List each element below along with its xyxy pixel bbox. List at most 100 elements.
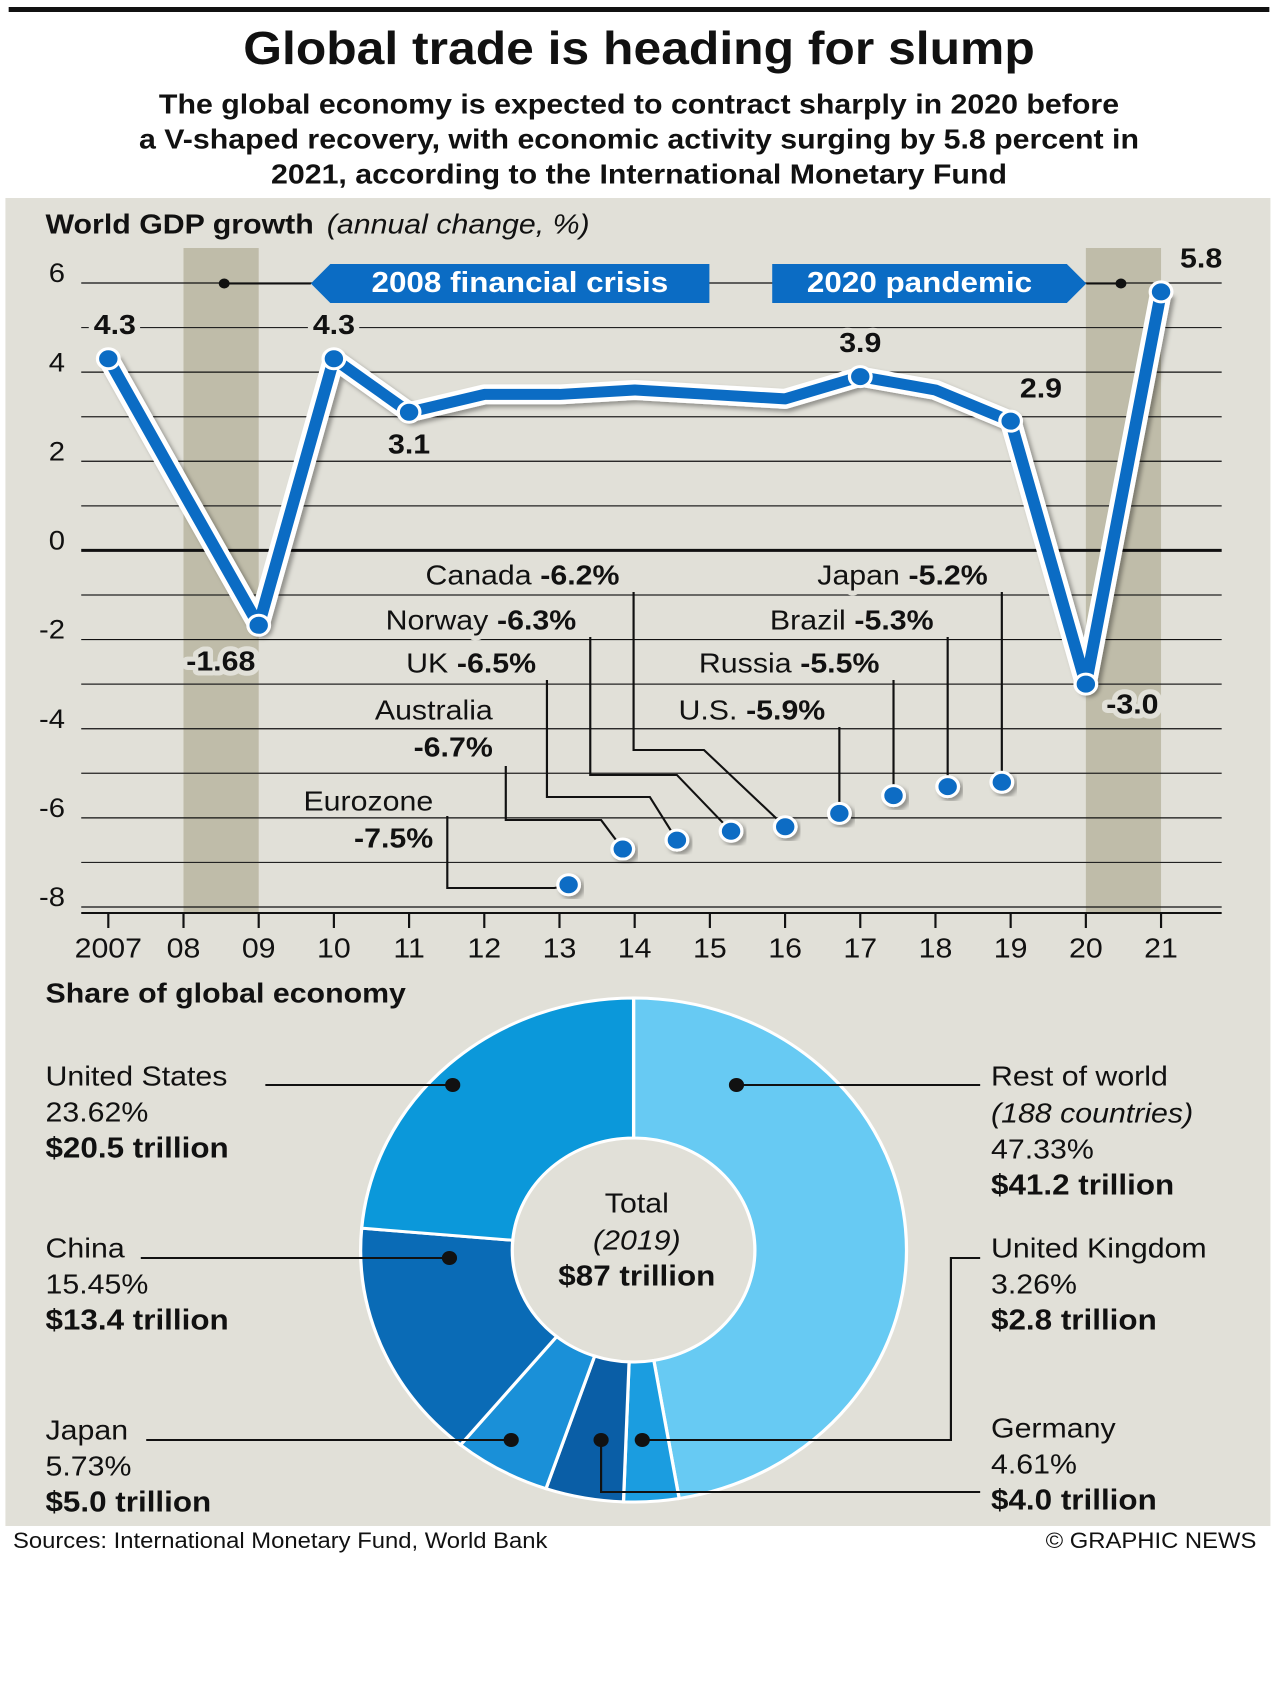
subtitle: 2021, according to the International Mon…: [271, 159, 1007, 190]
country-name: Canada: [425, 560, 532, 591]
slice-amount: $20.5 trillion: [45, 1133, 228, 1165]
country-label: Russia -5.5%: [699, 648, 880, 679]
country-name: Japan: [817, 560, 900, 591]
slice-amount: $13.4 trillion: [45, 1305, 228, 1337]
forecast-point: [989, 770, 1015, 794]
forecast-point: [718, 819, 744, 843]
forecast-point: [556, 873, 582, 897]
axis-title-main: World GDP growth: [45, 209, 313, 240]
country-label: Brazil -5.3%: [770, 605, 934, 636]
leader-dot: [445, 1078, 461, 1092]
point: [847, 365, 873, 389]
x-tick-label: 12: [467, 933, 501, 964]
point: [246, 613, 272, 637]
country-value: -5.3%: [854, 605, 933, 636]
axis-title-unit: (annual change, %): [327, 209, 590, 240]
pie-title: Share of global economy: [45, 978, 406, 1009]
slice-percent: 23.62%: [45, 1097, 148, 1128]
forecast-point: [935, 775, 961, 799]
callout-label: 2008 financial crisis: [372, 267, 669, 299]
data-label: 5.8: [1180, 243, 1222, 274]
country-label: UK -6.5%: [406, 648, 536, 679]
data-label: 4.3: [313, 310, 355, 341]
pie-slice: [359, 996, 636, 1242]
point: [321, 347, 347, 371]
point: [396, 400, 422, 424]
point: [95, 347, 121, 371]
slice-amount: $41.2 trillion: [991, 1170, 1174, 1202]
x-tick-label: 14: [618, 933, 652, 964]
callout-dot: [1115, 278, 1127, 289]
center-year: (2019): [593, 1225, 681, 1256]
title: Global trade is heading for slump: [243, 24, 1035, 75]
country-value: -5.2%: [909, 560, 988, 591]
y-tick-label: 6: [49, 258, 65, 288]
country-name: Norway: [386, 605, 489, 636]
slice-name: Rest of world: [991, 1061, 1168, 1092]
data-label: -1.68: [186, 647, 255, 678]
source: Sources: International Monetary Fund, Wo…: [13, 1528, 548, 1553]
y-tick-label: 4: [49, 347, 65, 377]
forecast-point: [772, 815, 798, 839]
country-value: -7.5%: [354, 823, 433, 854]
callout-box: [772, 264, 1087, 303]
y-tick-label: -2: [39, 615, 65, 645]
forecast-point: [610, 837, 636, 861]
slice-name: United Kingdom: [991, 1233, 1207, 1264]
y-tick-label: -6: [39, 793, 65, 823]
data-label: 3.9: [839, 328, 881, 359]
y-tick-label: -8: [39, 882, 65, 912]
country-value: -6.5%: [457, 648, 536, 679]
x-tick-label: 19: [994, 933, 1028, 964]
slice-amount: $2.8 trillion: [991, 1305, 1157, 1337]
leader-dot: [503, 1433, 519, 1447]
forecast-point: [881, 784, 906, 808]
country-label: Canada -6.2%: [425, 560, 619, 591]
leader-line: [545, 680, 678, 841]
x-tick-label: 21: [1144, 933, 1178, 964]
country-value: -6.2%: [540, 560, 619, 591]
subtitle: a V-shaped recovery, with economic activ…: [139, 124, 1139, 155]
x-tick-label: 2007: [75, 933, 142, 964]
slice-percent: 3.26%: [991, 1269, 1077, 1300]
callout-box: [310, 264, 710, 303]
credit: © GRAPHIC NEWS: [1046, 1528, 1257, 1553]
slice-amount: $4.0 trillion: [991, 1485, 1157, 1517]
y-tick-label: -4: [39, 704, 65, 734]
point: [998, 409, 1024, 433]
slice-percent: 47.33%: [991, 1134, 1094, 1165]
country-value: -5.9%: [746, 695, 825, 726]
country-name: UK: [406, 648, 449, 679]
slice-name: Japan: [45, 1415, 128, 1446]
leader-line: [589, 637, 732, 832]
country-name: Russia: [699, 648, 792, 679]
y-tick-label: 2: [49, 436, 65, 466]
slice-percent: 5.73%: [45, 1451, 131, 1482]
x-tick-label: 20: [1069, 933, 1103, 964]
leader-line: [600, 1440, 981, 1493]
center-total: $87 trillion: [558, 1261, 715, 1293]
callout-label: 2020 pandemic: [807, 267, 1032, 299]
x-tick-label: 17: [843, 933, 877, 964]
y-tick-label: 0: [49, 526, 65, 556]
leader-dot: [441, 1251, 458, 1265]
x-tick-label: 10: [317, 933, 351, 964]
data-label: 2.9: [1020, 374, 1062, 405]
x-tick-label: 11: [393, 933, 424, 964]
country-name: Brazil: [770, 605, 846, 636]
country-label: U.S. -5.9%: [678, 695, 825, 726]
x-tick-label: 09: [242, 933, 276, 964]
country-name: Eurozone: [303, 786, 433, 817]
country-name: U.S.: [678, 695, 737, 726]
country-label: Norway -6.3%: [386, 605, 577, 636]
highlight-band: [183, 248, 259, 913]
center-label: Total: [605, 1188, 669, 1219]
x-tick-label: 13: [543, 933, 577, 964]
pie-slice: [359, 1226, 559, 1447]
x-tick-label: 08: [167, 933, 201, 964]
point: [1073, 672, 1099, 696]
pie-slice: [631, 996, 909, 1501]
forecast-point: [826, 801, 852, 825]
